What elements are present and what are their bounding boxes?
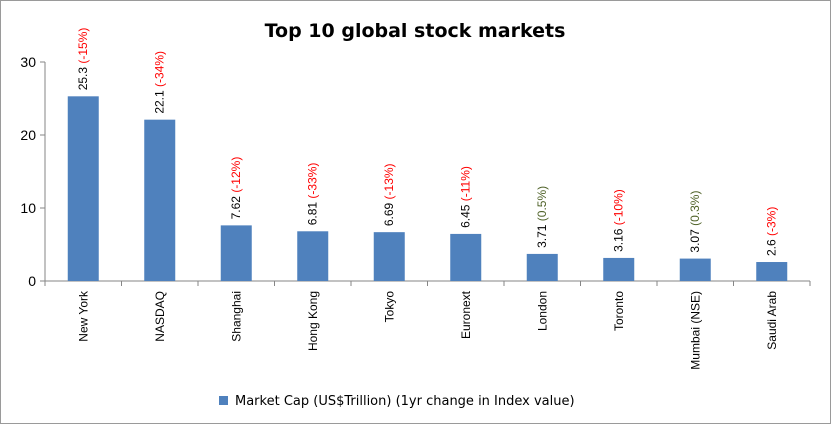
data-label: 6.81 (-33%) bbox=[306, 163, 320, 226]
y-tick-label: 10 bbox=[20, 200, 36, 216]
data-label: 2.6 (-3%) bbox=[765, 207, 779, 256]
data-label-change: (-15%) bbox=[76, 28, 90, 67]
data-label-value: 2.6 bbox=[765, 239, 779, 256]
data-label-value: 6.69 bbox=[382, 202, 396, 226]
category-label: Shanghai bbox=[229, 291, 243, 342]
legend: Market Cap (US$Trillion) (1yr change in … bbox=[219, 394, 575, 409]
data-label: 7.62 (-12%) bbox=[229, 157, 243, 220]
category-label: Saudi Arab bbox=[765, 291, 779, 350]
category-label: NASDAQ bbox=[153, 291, 167, 342]
category-label: Tokyo bbox=[382, 291, 396, 323]
data-label-value: 25.3 bbox=[76, 67, 90, 91]
data-label-change: (-10%) bbox=[612, 189, 626, 228]
data-label-value: 6.81 bbox=[306, 202, 320, 226]
bar bbox=[373, 232, 405, 281]
data-label-change: (0.5%) bbox=[535, 186, 549, 225]
data-label: 6.69 (-13%) bbox=[382, 163, 396, 226]
category-label: New York bbox=[76, 290, 90, 342]
data-label: 3.16 (-10%) bbox=[612, 189, 626, 252]
bar bbox=[220, 225, 252, 281]
category-label: Euronext bbox=[459, 290, 473, 339]
bar bbox=[450, 233, 482, 281]
data-label-value: 6.45 bbox=[459, 204, 473, 228]
data-label-change: (0.3%) bbox=[688, 191, 702, 230]
y-tick-label: 0 bbox=[28, 273, 36, 289]
data-label-change: (-33%) bbox=[306, 163, 320, 202]
y-tick-label: 20 bbox=[20, 127, 36, 143]
data-label-change: (-11%) bbox=[459, 166, 473, 204]
bar bbox=[526, 253, 558, 281]
data-label-change: (-12%) bbox=[229, 157, 243, 196]
category-label: Mumbai (NSE) bbox=[688, 291, 702, 370]
data-label: 3.71 (0.5%) bbox=[535, 186, 549, 248]
data-label-change: (-3%) bbox=[765, 207, 779, 240]
y-axis: 0 10 20 30 bbox=[20, 54, 46, 289]
bar bbox=[603, 257, 635, 281]
x-axis bbox=[44, 280, 811, 286]
bars bbox=[67, 96, 788, 281]
data-label: 25.3 (-15%) bbox=[76, 28, 90, 91]
legend-label: Market Cap (US$Trillion) (1yr change in … bbox=[235, 394, 575, 409]
bar bbox=[144, 119, 176, 281]
data-label: 3.07 (0.3%) bbox=[688, 191, 702, 253]
chart-title: Top 10 global stock markets bbox=[265, 20, 566, 42]
bar bbox=[297, 231, 329, 281]
category-label: Hong Kong bbox=[306, 291, 320, 351]
bar bbox=[679, 258, 711, 281]
data-label: 6.45 (-11%) bbox=[459, 166, 473, 228]
y-tick-label: 30 bbox=[20, 54, 36, 70]
data-label-value: 3.07 bbox=[688, 229, 702, 253]
category-labels: New York NASDAQ Shanghai Hong Kong Tokyo Euro… bbox=[76, 290, 779, 370]
category-label: London bbox=[535, 291, 549, 331]
data-label-change: (-13%) bbox=[382, 163, 396, 202]
category-label: Toronto bbox=[612, 291, 626, 331]
data-label-value: 3.71 bbox=[535, 224, 549, 248]
data-label-change: (-34%) bbox=[153, 51, 167, 90]
data-label-value: 7.62 bbox=[229, 196, 243, 220]
data-label-value: 22.1 bbox=[153, 90, 167, 114]
data-label: 22.1 (-34%) bbox=[153, 51, 167, 114]
data-labels: 25.3 (-15%) 22.1 (-34%) 7.62 (-12%) 6.81 (-… bbox=[76, 28, 779, 256]
legend-swatch bbox=[219, 396, 228, 405]
bar bbox=[756, 262, 788, 281]
data-label-value: 3.16 bbox=[612, 228, 626, 252]
bar bbox=[67, 96, 99, 281]
